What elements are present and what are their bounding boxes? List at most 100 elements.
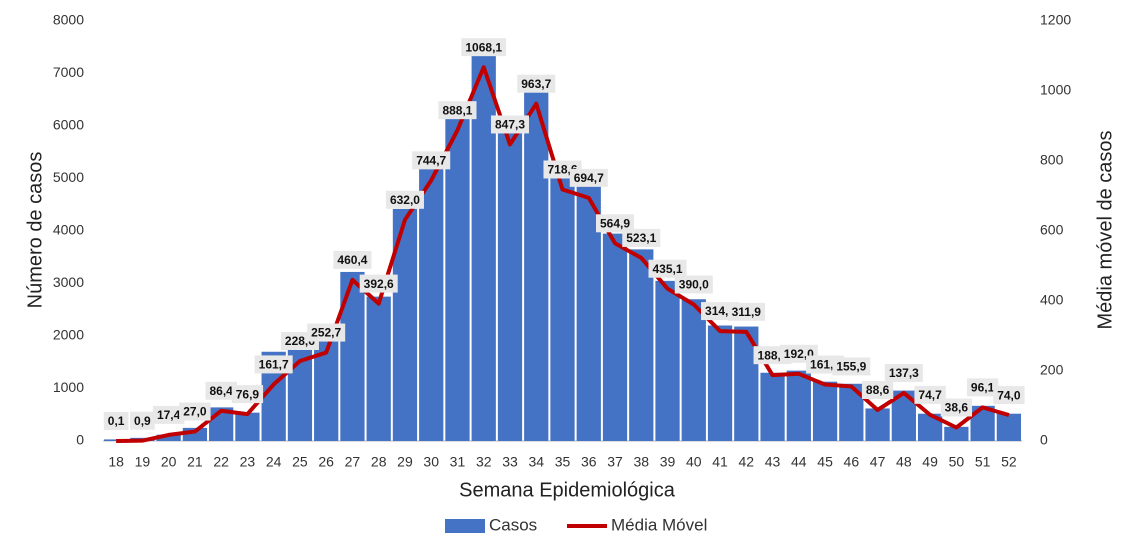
legend-label: Média Móvel	[611, 515, 707, 534]
x-tick-label: 21	[187, 454, 203, 470]
data-label-bg	[461, 38, 507, 57]
y-tick-label: 1000	[53, 379, 84, 395]
bar	[524, 91, 549, 441]
x-tick-label: 25	[292, 454, 308, 470]
data-label: 744,7	[416, 154, 446, 168]
x-tick-label: 30	[423, 454, 439, 470]
data-label-bg	[861, 380, 894, 399]
data-label-bg	[832, 357, 871, 376]
x-tick-label: 28	[371, 454, 387, 470]
data-label-bg	[412, 151, 451, 170]
x-tick-label: 49	[922, 454, 938, 470]
bar	[314, 341, 339, 441]
y-tick-label: 0	[76, 432, 84, 448]
y-tick-label: 4000	[53, 222, 84, 238]
x-tick-label: 32	[476, 454, 492, 470]
bar	[235, 412, 260, 441]
x-tick-label: 24	[266, 454, 282, 470]
y2-tick-label: 200	[1040, 362, 1064, 378]
y-tick-label: 6000	[53, 117, 84, 133]
data-label: 76,9	[236, 387, 260, 401]
x-tick-label: 48	[896, 454, 912, 470]
bar	[497, 131, 523, 441]
x-tick-label: 33	[502, 454, 518, 470]
data-label-bg	[103, 411, 129, 430]
data-label-bg	[674, 275, 713, 294]
x-tick-label: 38	[633, 454, 649, 470]
data-label-bg	[940, 398, 973, 417]
x-tick-label: 35	[555, 454, 571, 470]
y-tick-label: 2000	[53, 327, 84, 343]
y2-tick-label: 600	[1040, 222, 1064, 238]
x-tick-label: 37	[607, 454, 623, 470]
data-label: 86,4	[209, 384, 233, 398]
data-label: 963,7	[521, 77, 551, 91]
x-tick-label: 22	[213, 454, 229, 470]
y-tick-label: 5000	[53, 169, 84, 185]
bar	[366, 296, 391, 441]
data-label: 96,1	[971, 381, 995, 395]
y-tick-label: 8000	[53, 12, 84, 28]
data-label-bg	[595, 214, 635, 233]
bar	[996, 413, 1021, 441]
x-tick-label: 46	[844, 454, 860, 470]
data-label-bg	[152, 405, 185, 424]
x-tick-label: 18	[108, 454, 124, 470]
x-tick-label: 40	[686, 454, 702, 470]
data-label: 435,1	[653, 262, 683, 276]
x-tick-label: 42	[739, 454, 755, 470]
data-label-bg	[648, 259, 687, 278]
data-label: 74,0	[997, 388, 1021, 402]
y2-tick-label: 1200	[1040, 12, 1071, 28]
x-tick-label: 39	[660, 454, 676, 470]
x-tick-label: 45	[817, 454, 833, 470]
x-tick-label: 20	[161, 454, 177, 470]
data-label: 311,9	[732, 305, 762, 319]
bar	[812, 381, 838, 441]
x-tick-label: 43	[765, 454, 781, 470]
y2-axis-title: Média móvel de casos	[1094, 131, 1116, 330]
line	[116, 65, 1010, 443]
bar	[419, 168, 444, 441]
x-tick-label: 26	[318, 454, 334, 470]
data-label-bg	[231, 385, 264, 404]
data-label: 390,0	[679, 278, 709, 292]
data-label-bg	[490, 115, 530, 134]
x-tick-label: 31	[450, 454, 466, 470]
x-tick-label: 19	[135, 454, 151, 470]
data-label-bg	[727, 302, 765, 321]
bar	[340, 271, 365, 441]
data-label: 460,4	[337, 253, 367, 267]
legend-label: Casos	[489, 515, 537, 534]
data-label: 694,7	[574, 171, 604, 185]
data-label: 252,7	[311, 326, 341, 340]
data-label: 564,9	[600, 216, 630, 230]
x-tick-label: 23	[240, 454, 256, 470]
data-label-bg	[333, 250, 372, 269]
data-label-bg	[914, 385, 946, 404]
x-axis-title: Semana Epidemiológica	[459, 479, 676, 501]
data-label-bg	[307, 323, 346, 342]
bar	[629, 249, 654, 441]
bar	[786, 370, 811, 441]
y2-tick-label: 400	[1040, 292, 1064, 308]
y-axis-title: Número de casos	[24, 152, 46, 309]
bar	[865, 408, 890, 441]
data-label-bg	[205, 381, 237, 400]
data-label: 523,1	[626, 231, 656, 245]
data-label: 888,1	[442, 103, 472, 117]
data-label-bg	[569, 168, 608, 187]
data-label-bg	[130, 411, 155, 430]
data-label: 17,4	[157, 408, 181, 422]
data-label: 847,3	[495, 118, 525, 132]
x-tick-label: 34	[528, 454, 544, 470]
y-tick-label: 3000	[53, 274, 84, 290]
bar	[156, 434, 181, 441]
data-label: 392,6	[364, 277, 394, 291]
data-label: 27,0	[183, 405, 207, 419]
data-label: 0,1	[108, 414, 125, 428]
data-label: 155,9	[836, 360, 866, 374]
y2-tick-label: 800	[1040, 152, 1064, 168]
bar	[760, 372, 785, 441]
x-tick-label: 29	[397, 454, 413, 470]
